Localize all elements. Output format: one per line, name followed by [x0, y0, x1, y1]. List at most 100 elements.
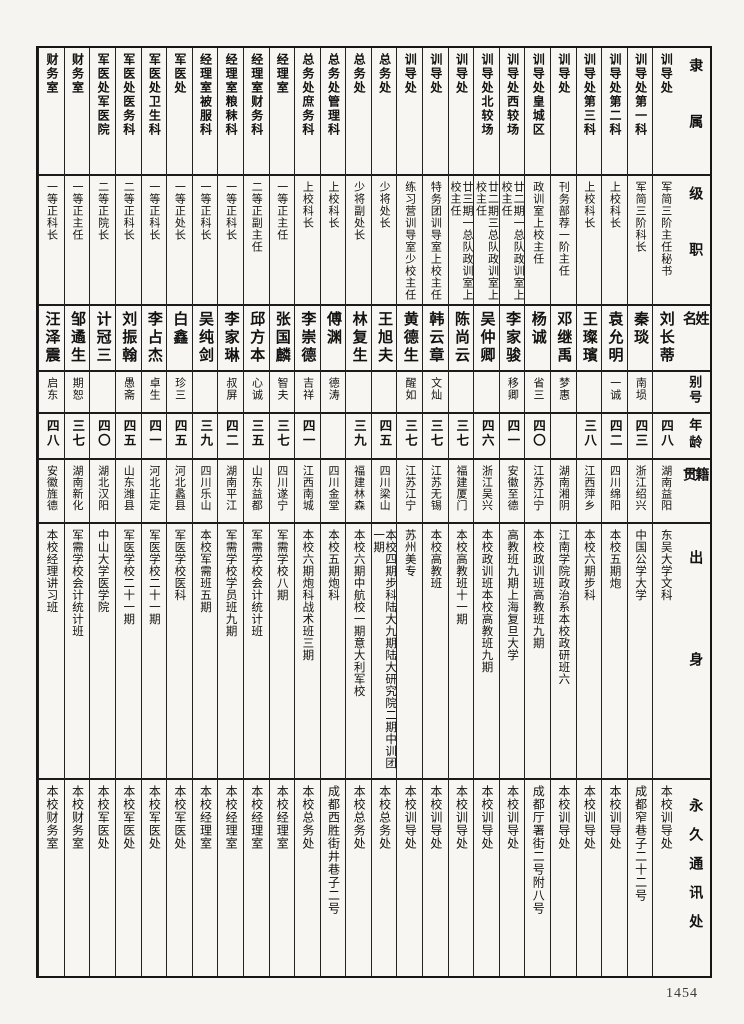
- origin-cell: 江苏江宁: [525, 460, 551, 524]
- row-header-origin: 籍贯: [678, 460, 710, 524]
- affiliation-cell: 总务处: [346, 48, 371, 176]
- rank-cell: 二等正院长: [90, 176, 115, 306]
- address-cell: 本校总务处: [300, 785, 315, 850]
- age-cell: 三八: [576, 414, 602, 460]
- rank-cell: 上校科长: [320, 176, 346, 306]
- person-column: 训导处 军简三阶主任秘书 刘长蒂 四八 湖南益阳 东吴大学文科 本校训导处: [652, 48, 678, 976]
- address-cell: 本校经理室: [198, 785, 213, 850]
- person-column: 财务室 一等正主任 邹遹生 期恕 三七 湖南新化 军需学校会计统计班 本校财务室: [63, 48, 90, 976]
- affiliation-cell: 总务处庶务科: [295, 48, 320, 176]
- person-column: 军医处 一等正处长 白鑫 珍三 四五 河北蠡县 军医学校医科 本校军医处: [166, 48, 192, 976]
- name-cell: 白鑫: [167, 306, 192, 372]
- age-cell: 四〇: [90, 414, 115, 460]
- name-cell: 袁允明: [602, 306, 627, 372]
- alias-cell: 智夫: [269, 372, 295, 414]
- rank-cell: 廿二期三总队政训室上校主任: [474, 176, 499, 306]
- background-cell: 本校高教班: [423, 524, 448, 780]
- address-cell: 本校经理室: [249, 785, 264, 850]
- address-cell: 本校总务处: [377, 785, 392, 850]
- alias-cell: [653, 372, 678, 414]
- age-cell: 三七: [448, 414, 474, 460]
- alias-cell: 期恕: [64, 372, 90, 414]
- affiliation-cell: 训导处北较场: [474, 48, 499, 176]
- name-cell: 秦琰: [627, 306, 653, 372]
- affiliation-cell: 经理室粮秣科: [218, 48, 243, 176]
- address-cell: 本校军医处: [121, 785, 136, 850]
- row-header-rank: 级职: [678, 176, 710, 306]
- person-column: 训导处第一科 军简三阶科长 秦琰 南埙 四三 浙江绍兴 中国公学大学 成都窄巷子二十二号: [626, 48, 653, 976]
- address-cell: 本校训导处: [403, 785, 418, 850]
- person-column: 总务处 少将处长 王旭夫 四五 四川梁山 本校四期步科陆大九期陆大研究院二期中训团一期 本校…: [370, 48, 397, 976]
- age-cell: 四五: [167, 414, 192, 460]
- row-header-age: 年龄: [678, 414, 710, 460]
- name-cell: 陈尚云: [448, 306, 474, 372]
- rank-cell: 少将副处长: [346, 176, 371, 306]
- background-cell: 中国公学大学: [627, 524, 653, 780]
- address-cell: 本校训导处: [480, 785, 495, 850]
- affiliation-cell: 财务室: [64, 48, 90, 176]
- address-cell: 本校训导处: [582, 785, 597, 850]
- name-cell: 邱方本: [243, 306, 269, 372]
- affiliation-cell: 经理室财务科: [243, 48, 269, 176]
- affiliation-cell: 军医处医务科: [115, 48, 141, 176]
- alias-cell: 醒如: [397, 372, 423, 414]
- origin-cell: 山东益都: [243, 460, 269, 524]
- rank-cell: 少将处长: [371, 176, 397, 306]
- background-cell: 本校政训班本校高教班九期: [474, 524, 499, 780]
- age-cell: 四三: [627, 414, 653, 460]
- background-cell: 本校六期中航校一期意大利军校: [346, 524, 371, 780]
- background-cell: 军医学校医科: [167, 524, 192, 780]
- origin-cell: 四川乐山: [192, 460, 218, 524]
- person-column: 军医处军医院 二等正院长 计冠三 四〇 湖北汉阳 中山大学医学院 本校军医处: [89, 48, 115, 976]
- background-cell: 本校六期炮科战术班三期: [295, 524, 320, 780]
- row-header-background: 出身: [678, 524, 710, 780]
- origin-cell: 湖南湘阴: [551, 460, 576, 524]
- person-column: 训导处第三科 上校科长 王璨璸 三八 江西萍乡 本校六期步科 本校训导处: [575, 48, 602, 976]
- address-cell: 本校训导处: [454, 785, 469, 850]
- origin-cell: 福建林森: [346, 460, 371, 524]
- affiliation-cell: 财务室: [39, 48, 64, 176]
- address-cell: 本校军医处: [96, 785, 111, 850]
- background-cell: 苏州美专: [397, 524, 423, 780]
- age-cell: 三七: [423, 414, 448, 460]
- name-cell: 李家骏: [499, 306, 525, 372]
- person-column: 训导处 廿三期一总队政训室上校主任 陈尚云 三七 福建厦门 本校高教班十一期 本校训导处: [447, 48, 474, 976]
- name-cell: 黄德生: [397, 306, 423, 372]
- rank-cell: 上校科长: [295, 176, 320, 306]
- background-cell: 本校政训班高教班九期: [525, 524, 551, 780]
- name-cell: 张国麟: [269, 306, 295, 372]
- person-column: 经理室 一等正主任 张国麟 智夫 三七 四川遂宁 军需学校八期 本校经理室: [268, 48, 295, 976]
- origin-cell: 安徽旌德: [39, 460, 64, 524]
- age-cell: 四一: [141, 414, 167, 460]
- age-cell: [551, 414, 576, 460]
- affiliation-cell: 军医处军医院: [90, 48, 115, 176]
- name-cell: 傅渊: [320, 306, 346, 372]
- origin-cell: 河北蠡县: [167, 460, 192, 524]
- origin-cell: 江苏江宁: [397, 460, 423, 524]
- person-column: 总务处 少将副处长 林复生 三九 福建林森 本校六期中航校一期意大利军校 本校总务处: [345, 48, 371, 976]
- affiliation-cell: 训导处: [653, 48, 678, 176]
- rank-cell: 一等正主任: [269, 176, 295, 306]
- background-cell: 中山大学医学院: [90, 524, 115, 780]
- rank-cell: 上校科长: [576, 176, 602, 306]
- alias-cell: [371, 372, 397, 414]
- name-cell: 李家琳: [218, 306, 243, 372]
- age-cell: 三七: [269, 414, 295, 460]
- age-cell: 三九: [346, 414, 371, 460]
- alias-cell: 移卿: [499, 372, 525, 414]
- rank-cell: 一等正科长: [192, 176, 218, 306]
- alias-cell: 文灿: [423, 372, 448, 414]
- alias-cell: 卓生: [141, 372, 167, 414]
- age-cell: 四五: [371, 414, 397, 460]
- page-number: 1454: [666, 986, 698, 1001]
- address-cell: 本校财务室: [44, 785, 59, 850]
- name-cell: 韩云章: [423, 306, 448, 372]
- person-column: 军医处医务科 二等正科长 刘振翰 愚斋 四五 山东潍县 军医学校二十一期 本校军医处: [114, 48, 141, 976]
- person-column: 军医处卫生科 一等正科长 李占杰 卓生 四一 河北正定 军医学校二十一期 本校军医处: [140, 48, 167, 976]
- origin-cell: 湖南益阳: [653, 460, 678, 524]
- address-cell: 本校训导处: [556, 785, 571, 850]
- affiliation-cell: 经理室: [269, 48, 295, 176]
- background-cell: 本校六期步科: [576, 524, 602, 780]
- address-cell: 本校训导处: [505, 785, 520, 850]
